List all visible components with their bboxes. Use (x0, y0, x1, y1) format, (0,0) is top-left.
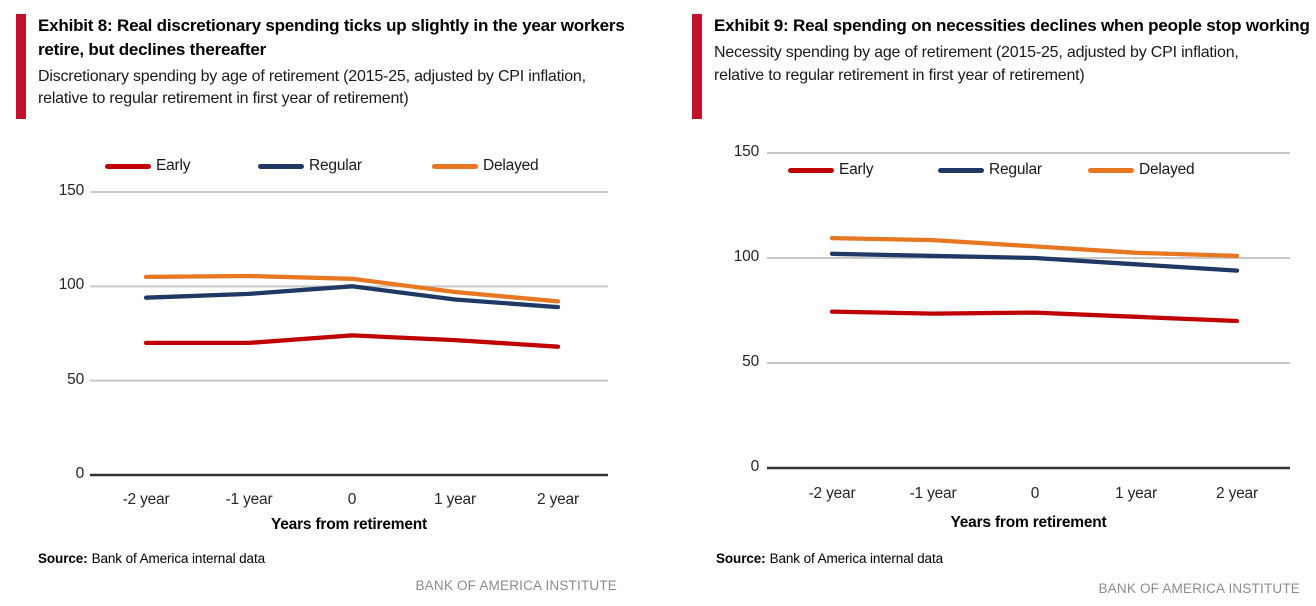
series-line-delayed (829, 235, 1240, 259)
x-tick-label: 2 year (1216, 485, 1258, 502)
legend-label: Delayed (483, 157, 539, 174)
legend-swatch-regular (938, 167, 984, 173)
x-tick-label: 2 year (537, 491, 579, 508)
red-accent-bar (16, 14, 26, 119)
series-line-early (143, 333, 561, 349)
legend-label: Delayed (1139, 161, 1195, 178)
legend-label: Early (156, 157, 191, 174)
legend-item-regular: Regular (938, 161, 1042, 179)
legend-swatch-early (788, 167, 834, 173)
x-tick-label: 0 (347, 491, 357, 508)
exhibit-9-panel: Exhibit 9: Real spending on necessities … (658, 0, 1316, 606)
legend-swatch-delayed (1088, 167, 1134, 173)
x-tick-label: -1 year (909, 485, 957, 502)
source-text: Bank of America internal data (91, 551, 266, 566)
y-tick-label: 100 (733, 248, 759, 265)
exhibit-9-header: Exhibit 9: Real spending on necessities … (714, 14, 1310, 87)
x-axis-title: Years from retirement (950, 514, 1107, 531)
y-tick-label: 50 (67, 370, 84, 388)
institute-footer: BANK OF AMERICA INSTITUTE (1098, 581, 1300, 596)
institute-footer: BANK OF AMERICA INSTITUTE (415, 578, 617, 593)
legend-item-regular: Regular (258, 157, 362, 175)
legend-item-delayed: Delayed (1088, 161, 1195, 179)
chart-canvas (767, 152, 1290, 470)
x-tick-label: -2 year (122, 491, 170, 508)
red-accent-bar (692, 14, 702, 119)
legend-item-early: Early (105, 157, 191, 175)
exhibit-title: Exhibit 9: Real spending on necessities … (714, 16, 1310, 35)
exhibit-title: Exhibit 8: Real discretionary spending t… (38, 16, 625, 59)
legend-swatch-early (105, 163, 151, 169)
source-label: Source: (716, 551, 766, 566)
source-line: Source: Bank of America internal data (38, 551, 265, 566)
series-line-early (829, 309, 1240, 324)
exhibit-subtitle: Necessity spending by age of retirement … (714, 43, 1239, 84)
y-tick-label: 0 (75, 465, 85, 482)
x-tick-label: -1 year (225, 491, 273, 508)
x-tick-label: 1 year (1115, 485, 1157, 502)
y-tick-label: 150 (58, 182, 84, 199)
y-tick-label: 150 (733, 143, 759, 160)
exhibit-subtitle: Discretionary spending by age of retirem… (38, 67, 586, 108)
legend-item-early: Early (788, 161, 874, 179)
x-tick-label: 1 year (434, 491, 476, 508)
necessity-spending-line-chart: 0 50 100 150 -2 year -1 year 0 1 year 2 year Year… (658, 0, 1316, 606)
exhibit-8-panel: Exhibit 8: Real discretionary spending t… (16, 14, 653, 593)
legend-label: Early (839, 161, 874, 178)
source-label: Source: (38, 551, 88, 566)
legend-label: Regular (309, 157, 362, 174)
discretionary-spending-line-chart: 0 50 100 150 -2 year -1 year 0 1 year 2 year Year… (58, 157, 608, 533)
source-line: Source: Bank of America internal data (716, 551, 943, 566)
y-tick-label: 100 (58, 276, 84, 294)
legend-swatch-delayed (432, 163, 478, 169)
y-tick-label: 0 (750, 458, 760, 475)
exhibit-8-header: Exhibit 8: Real discretionary spending t… (38, 14, 653, 111)
x-tick-label: -2 year (808, 485, 856, 502)
legend-swatch-regular (258, 163, 304, 169)
y-tick-label: 50 (742, 353, 759, 370)
chart-canvas (90, 191, 608, 477)
x-tick-label: 0 (1030, 485, 1040, 502)
x-axis-title: Years from retirement (270, 516, 428, 533)
series-line-regular (829, 251, 1240, 273)
legend-item-delayed: Delayed (432, 157, 539, 175)
series-line-delayed (143, 273, 561, 304)
legend-label: Regular (989, 161, 1042, 178)
source-text: Bank of America internal data (769, 551, 944, 566)
series-line-regular (143, 284, 561, 310)
